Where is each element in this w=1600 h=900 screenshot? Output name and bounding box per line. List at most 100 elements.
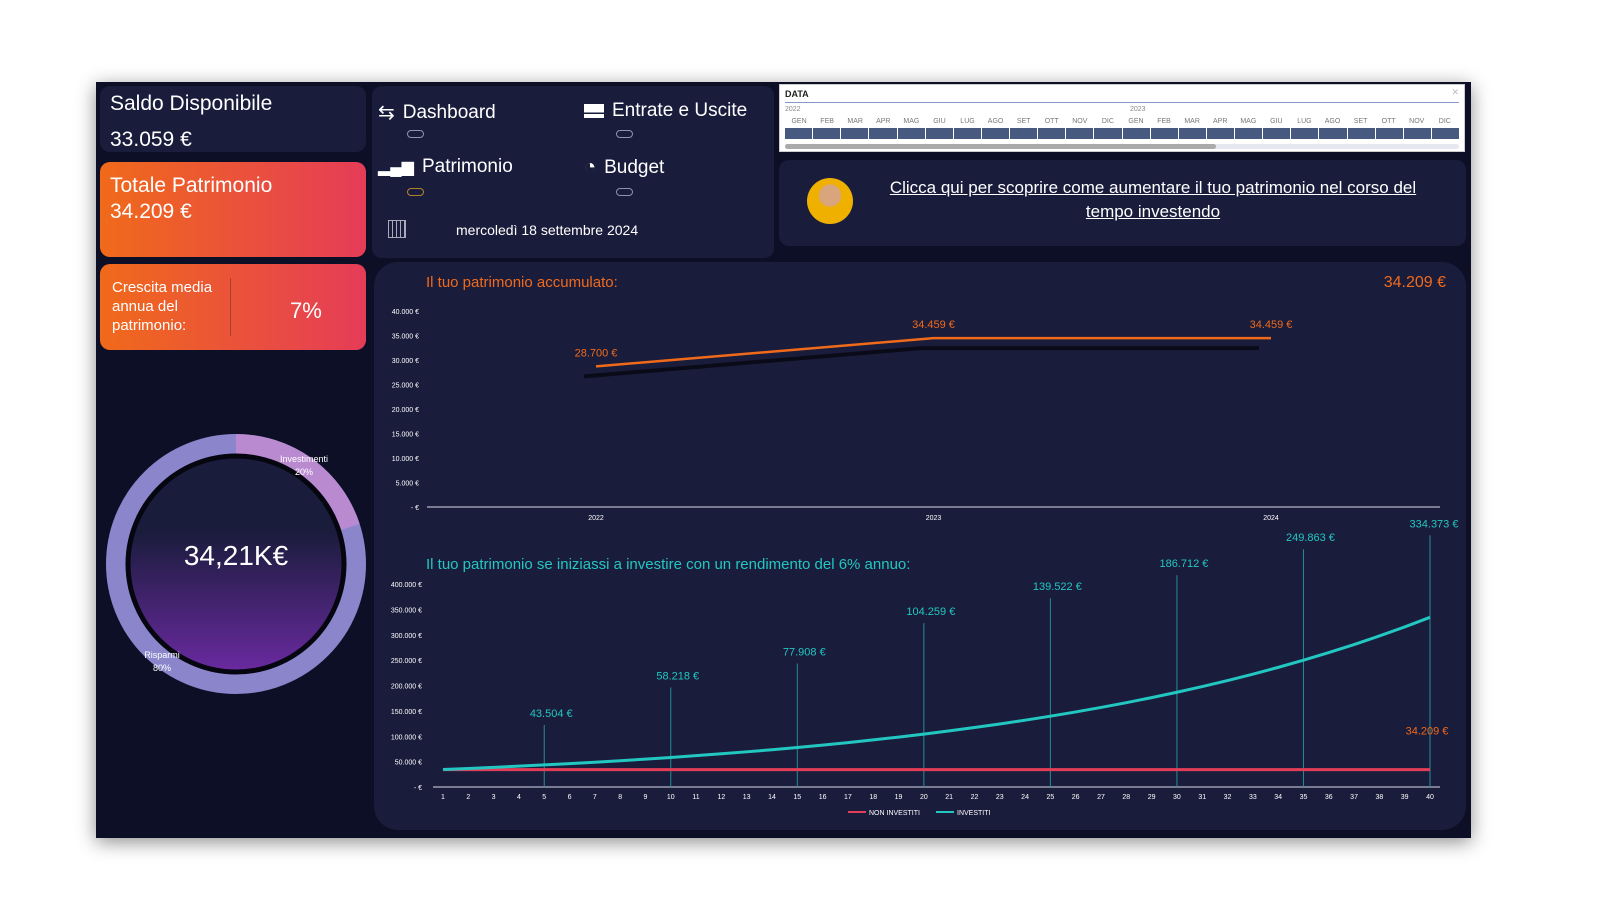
crescita-card: Crescita media annua del patrimonio: 7% [100,264,366,350]
x-tick-label: 4 [517,794,521,801]
promo-card: Clicca qui per scoprire come aumentare i… [779,160,1466,246]
month-tile[interactable] [1122,128,1150,139]
bar-signal-icon: ▂▄▆ [378,159,414,176]
month-tile[interactable] [1038,128,1066,139]
nav-entrate-uscite[interactable]: Entrate e Uscite [584,100,747,122]
month-tile[interactable] [1094,128,1122,139]
month-tile[interactable] [1206,128,1234,139]
x-tick-label: 40 [1426,794,1434,801]
month-tile[interactable] [981,128,1009,139]
x-tick-label: 16 [819,794,827,801]
avatar [807,178,853,224]
crescita-value: 7% [290,298,322,323]
y-tick-label: 25.000 € [392,383,419,390]
month-tile[interactable] [813,128,841,139]
month-label: OTT [1044,118,1059,125]
date-slicer[interactable]: DATA ✕ 2022 2023 GEN FEB MAR APR MAG GIU LUG AG… [779,84,1465,152]
series-line-investiti [442,615,1431,772]
month-tile[interactable] [1066,128,1094,139]
scroll-thumb[interactable] [785,144,1217,149]
donut-chart: 34,21K€ Investimenti 20% Risparmi 80% [104,432,368,696]
data-label: 249.863 € [1286,532,1335,544]
month-tile[interactable] [1347,128,1375,139]
x-tick-label: 28 [1122,794,1130,801]
x-tick-label: 5 [542,794,546,801]
promo-link[interactable]: Clicca qui per scoprire come aumentare i… [889,178,1417,221]
nav-budget[interactable]: ◔ Budget [584,156,664,179]
x-tick-label: 20 [920,794,928,801]
nav-dashboard[interactable]: ⇆ Dashboard [378,100,496,125]
month-tile[interactable] [1403,128,1431,139]
month-tile[interactable] [1235,128,1263,139]
month-label: SET [1353,118,1368,125]
month-tile[interactable] [953,128,981,139]
month-label: NOV [1072,118,1088,125]
data-label: 34.459 € [912,319,955,331]
month-tile[interactable] [1319,128,1347,139]
month-tile[interactable] [785,128,813,139]
layout-icon [584,104,604,118]
x-tick-label: 17 [844,794,852,801]
nav-label: Budget [604,156,665,178]
month-tile[interactable] [1431,128,1459,139]
nav-toggle-patrimonio-active[interactable] [407,188,424,196]
donut-center-value: 34,21K€ [184,540,289,571]
x-tick-label: 37 [1350,794,1358,801]
x-tick-label: 38 [1375,794,1383,801]
x-tick-label: 9 [644,794,648,801]
y-tick-label: 200.000 € [391,684,422,691]
month-tile[interactable] [897,128,925,139]
month-tile[interactable] [1263,128,1291,139]
slicer-title: DATA [785,89,809,99]
month-tile[interactable] [1150,128,1178,139]
saldo-card: Saldo Disponibile 33.059 € [100,86,366,152]
line-shadow [583,346,1259,379]
data-label: 43.504 € [530,708,573,720]
saldo-label: Saldo Disponibile [110,92,273,115]
y-tick-label: 35.000 € [392,334,419,341]
nav-toggle-budget[interactable] [616,188,633,196]
month-label: AGO [1324,118,1341,125]
slicer-clear-icon[interactable]: ✕ [1451,87,1459,97]
month-tile[interactable] [925,128,953,139]
month-tile[interactable] [1178,128,1206,139]
charts-svg: - € 5.000 € 10.000 € 15.000 € 20.000 € 25.000… [391,309,1459,817]
nav-patrimonio[interactable]: ▂▄▆ Patrimonio [378,156,513,178]
x-tick-label: 2022 [588,515,604,522]
x-tick-label: 36 [1325,794,1333,801]
totale-label: Totale Patrimonio [110,174,273,197]
month-label: OTT [1381,118,1396,125]
y-tick-label: 30.000 € [392,358,419,365]
chart2-title: Il tuo patrimonio se iniziassi a investi… [426,556,911,573]
y-tick-label: 20.000 € [392,407,419,414]
month-label: NOV [1409,118,1425,125]
data-label: 139.522 € [1033,581,1082,593]
current-date: mercoledì 18 settembre 2024 [456,222,639,238]
month-label: DIC [1101,118,1114,125]
y-tick-label: 10.000 € [392,456,419,463]
y-tick-label: 150.000 € [391,709,422,716]
series-line-patrimonio [595,336,1271,368]
y-tick-label: 40.000 € [392,309,419,316]
month-label: MAR [847,118,863,125]
month-tile[interactable] [1375,128,1403,139]
month-label: FEB [1157,118,1171,125]
month-label: GEN [791,118,807,125]
month-tile[interactable] [1010,128,1038,139]
x-tick-label: 8 [618,794,622,801]
month-label: GIU [1270,118,1283,125]
year-label: 2022 [785,106,801,113]
month-tile[interactable] [841,128,869,139]
month-tile[interactable] [869,128,897,139]
x-tick-label: 3 [492,794,496,801]
nav-panel: ⇆ Dashboard Entrate e Uscite ▂▄▆ Patrimo… [372,86,774,258]
nav-toggle-entrate[interactable] [616,130,633,138]
y-tick-label: 350.000 € [391,607,422,614]
slicer-scrollbar[interactable] [785,144,1459,149]
nav-toggle-dashboard[interactable] [407,130,424,138]
data-label: 28.700 € [575,347,618,359]
saldo-value: 33.059 € [110,128,192,151]
chart1-headline: 34.209 € [1383,274,1446,291]
chart1-title: Il tuo patrimonio accumulato: [426,274,618,291]
month-tile[interactable] [1291,128,1319,139]
